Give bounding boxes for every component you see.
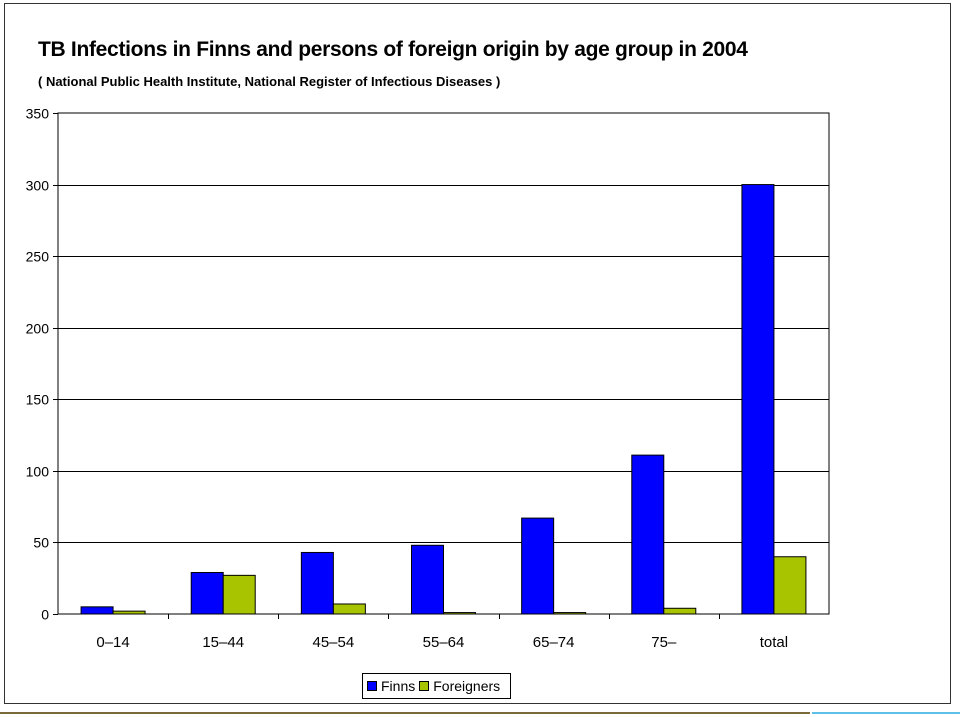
- y-tick-label: 50: [33, 535, 49, 551]
- bar-finns: [300, 551, 334, 615]
- bar-finns: [80, 606, 114, 615]
- bar-finns: [411, 544, 444, 615]
- bar-foreigners: [663, 607, 697, 615]
- chart-subtitle: ( National Public Health Institute, Nati…: [38, 74, 501, 89]
- bar-finns: [190, 571, 224, 615]
- x-tick-label: total: [760, 634, 788, 651]
- bar-foreigners: [443, 612, 476, 615]
- y-tick-label: 250: [26, 249, 50, 265]
- footer-divider: [0, 712, 810, 714]
- bar-foreigners: [773, 556, 807, 615]
- legend-swatch-finns: [367, 681, 377, 691]
- bar-foreigners: [553, 612, 587, 615]
- x-tick-label: 65–74: [533, 634, 575, 651]
- y-tick-label: 350: [26, 106, 50, 122]
- bar-finns: [741, 184, 775, 615]
- bar-foreigners: [112, 610, 146, 615]
- bar-finns: [521, 517, 555, 615]
- bar-foreigners: [332, 603, 366, 615]
- bar-foreigners: [222, 574, 256, 615]
- y-tick-label: 300: [26, 178, 50, 194]
- legend-item-foreigners: Foreigners: [419, 678, 500, 694]
- x-tick-label: 15–44: [202, 634, 244, 651]
- chart-title: TB Infections in Finns and persons of fo…: [38, 38, 748, 61]
- y-tick-label: 0: [41, 607, 49, 623]
- footer-accent: [812, 712, 960, 714]
- bar-finns: [631, 454, 665, 615]
- x-tick-label: 55–64: [423, 634, 465, 651]
- y-tick-label: 150: [26, 392, 50, 408]
- legend-label-foreigners: Foreigners: [433, 678, 501, 694]
- plot-area: [57, 112, 830, 615]
- x-tick-label: 45–54: [312, 634, 354, 651]
- legend: Finns Foreigners: [362, 673, 512, 699]
- legend-label-finns: Finns: [381, 678, 416, 694]
- y-tick-label: 100: [26, 464, 50, 480]
- legend-swatch-foreigners: [419, 681, 430, 691]
- x-tick-label: 75–: [651, 634, 677, 651]
- x-tick-label: 0–14: [96, 634, 129, 651]
- y-tick-label: 200: [26, 321, 50, 337]
- legend-item-finns: Finns: [367, 678, 415, 694]
